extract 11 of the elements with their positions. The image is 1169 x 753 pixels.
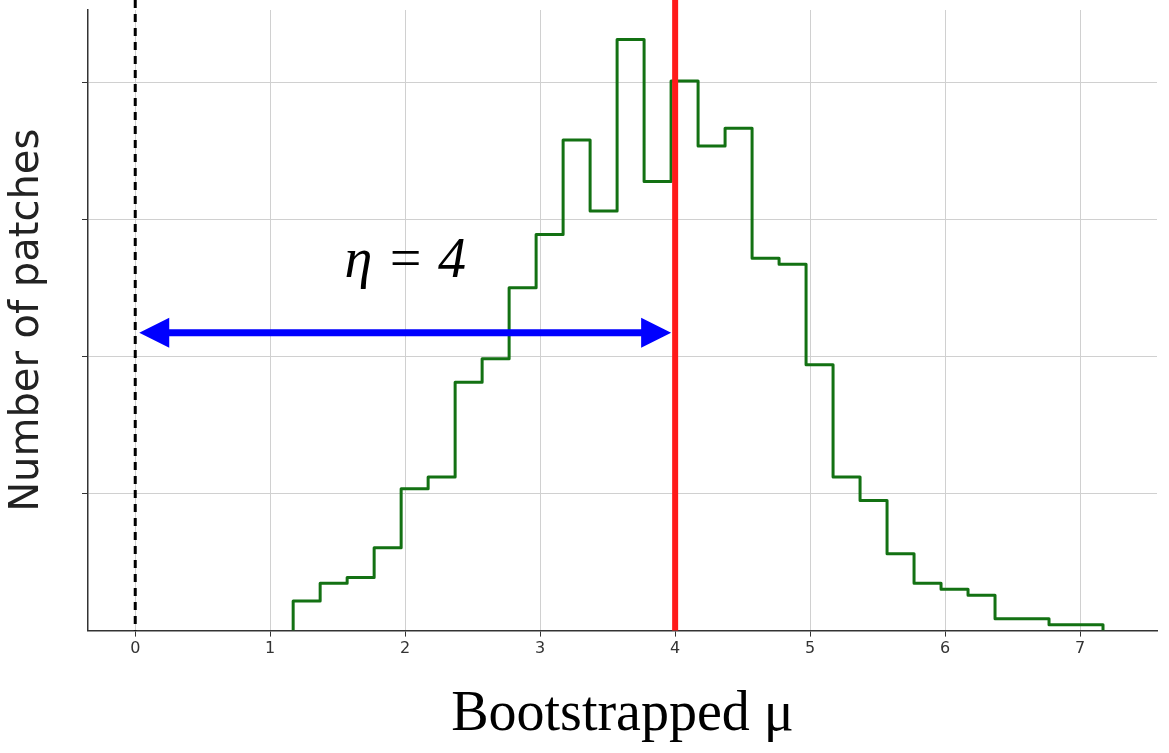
annotation: η = 4 bbox=[344, 226, 466, 289]
x-tick-label: 2 bbox=[400, 638, 411, 658]
x-tick-label: 3 bbox=[535, 638, 546, 658]
x-tick-label: 6 bbox=[940, 638, 951, 658]
x-axis-title: Bootstrapped μ bbox=[451, 680, 794, 743]
x-tick-label: 0 bbox=[130, 638, 141, 658]
x-tick-label: 1 bbox=[265, 638, 276, 658]
x-tick-label: 5 bbox=[805, 638, 816, 658]
x-tick-label: 4 bbox=[670, 638, 681, 658]
x-tick-label: 7 bbox=[1074, 638, 1086, 658]
y-axis-title: Number of patches bbox=[1, 128, 48, 512]
